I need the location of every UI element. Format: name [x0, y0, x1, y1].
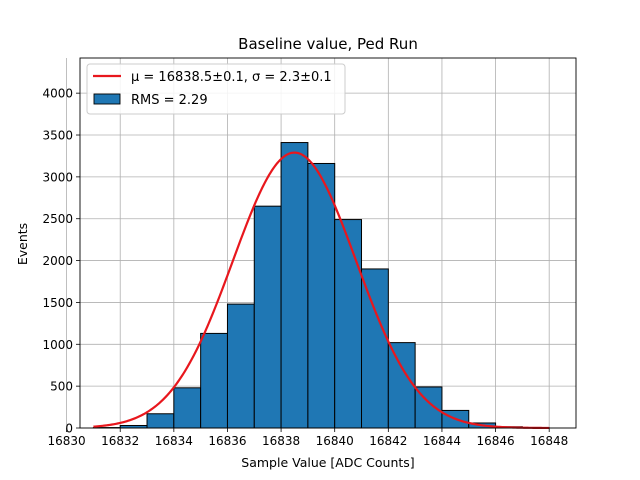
- x-tick-label: 16846: [476, 434, 514, 448]
- y-tick-label: 1500: [42, 296, 73, 310]
- histogram-bar: [253, 205, 282, 429]
- x-tick-label: 16848: [530, 434, 568, 448]
- x-tick-label: 16838: [262, 434, 300, 448]
- y-tick-label: 3500: [42, 129, 73, 143]
- histogram-bar: [361, 268, 389, 429]
- x-tick-label: 16834: [155, 434, 193, 448]
- y-tick-label: 500: [50, 380, 73, 394]
- x-tick-label: 16842: [369, 434, 407, 448]
- gaussian-fit-curve: [93, 151, 550, 430]
- x-tick-label: 16840: [316, 434, 354, 448]
- legend-histogram-patch: [93, 93, 121, 105]
- x-axis-ticks: 16830 16832 16834 16836 16838 16840 16842 16844…: [48, 428, 568, 448]
- y-axis-ticks: 0 500 1000 1500 2000 2500 3000 3500 4000: [42, 87, 80, 436]
- x-axis-label: Sample Value [ADC Counts]: [241, 455, 414, 470]
- y-tick-label: 4000: [42, 87, 73, 101]
- fit-curve-group: [93, 151, 550, 430]
- legend: μ = 16838.5±0.1, σ = 2.3±0.1 RMS = 2.29: [86, 63, 346, 115]
- legend-box: [86, 63, 346, 115]
- x-tick-label: 16830: [48, 434, 86, 448]
- y-tick-label: 2500: [42, 212, 73, 226]
- plot-frame: [79, 57, 577, 429]
- x-tick-label: 16832: [101, 434, 139, 448]
- histogram-bar: [226, 303, 255, 429]
- legend-fit-label: μ = 16838.5±0.1, σ = 2.3±0.1: [131, 70, 332, 85]
- histogram-bar: [414, 386, 443, 429]
- histogram-bar: [334, 219, 363, 429]
- histogram-bar: [280, 142, 309, 429]
- y-tick-label: 2000: [42, 254, 73, 268]
- x-tick-label: 16836: [208, 434, 246, 448]
- legend-histogram-label: RMS = 2.29: [131, 93, 208, 108]
- y-tick-label: 0: [65, 422, 73, 436]
- histogram-bar: [146, 413, 175, 429]
- histogram-bar: [307, 162, 336, 429]
- x-tick-label: 16844: [423, 434, 461, 448]
- chart-title: Baseline value, Ped Run: [238, 35, 418, 53]
- histogram-bar: [200, 332, 228, 429]
- histogram-bar: [173, 387, 202, 429]
- y-tick-label: 1000: [42, 338, 73, 352]
- y-axis-label: Events: [15, 223, 30, 265]
- y-tick-label: 3000: [42, 170, 73, 184]
- histogram-bar: [387, 342, 416, 429]
